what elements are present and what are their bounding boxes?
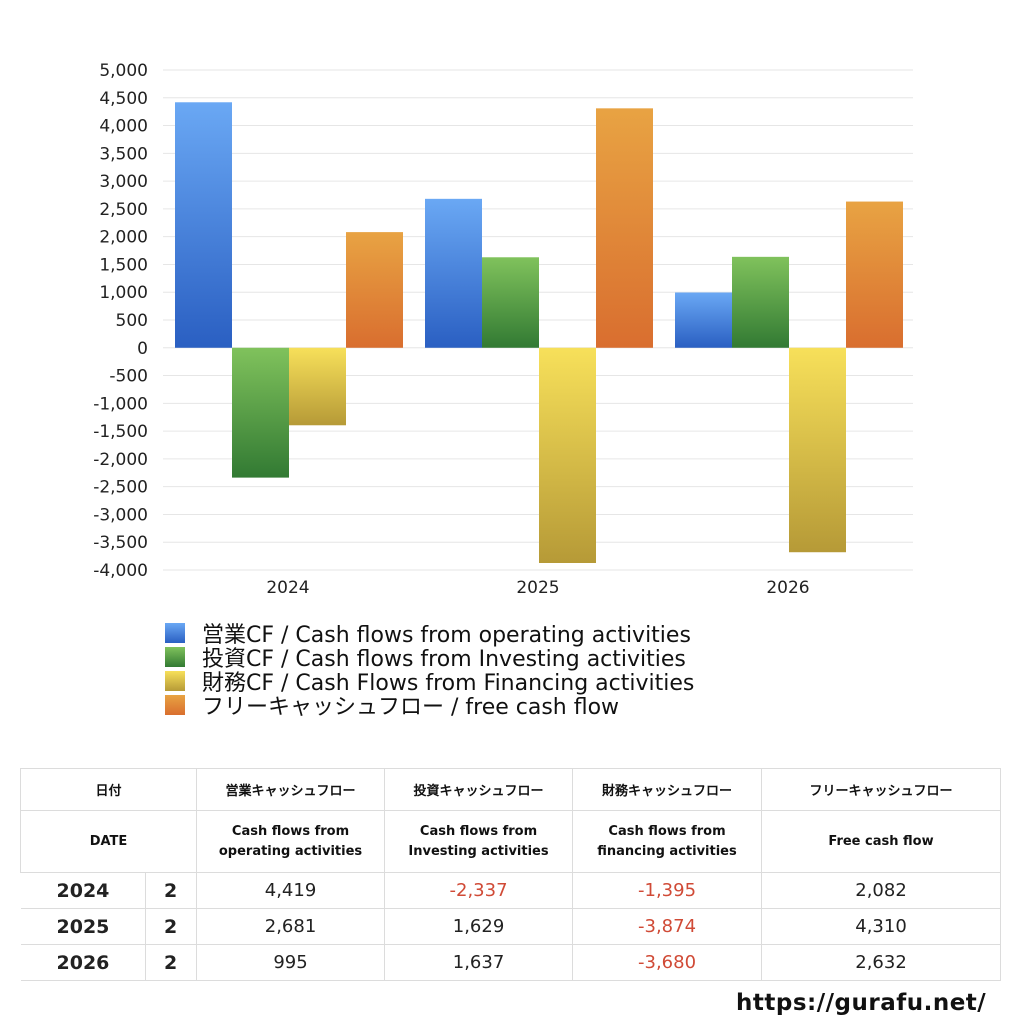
bar-2026-series-1 (732, 256, 789, 348)
bar-2025-series-0 (425, 198, 482, 348)
row-quarter: 2 (144, 944, 198, 981)
header-financing-en: Cash flows from financing activities (572, 810, 763, 873)
legend-swatch-investing (165, 647, 185, 667)
legend-label: 営業CF / Cash flows from operating activit… (202, 623, 691, 648)
row-value: 4,419 (196, 872, 386, 909)
header-line: Cash flows from (231, 823, 350, 839)
x-tick-label: 2025 (516, 578, 559, 598)
table-header-row: 日付 営業キャッシュフロー 投資キャッシュフロー 財務キャッシュフロー フリーキ… (19, 768, 1002, 811)
y-axis-ticks: 5,000 4,500 4,000 3,500 3,000 2,500 2,000 1,500… (93, 61, 148, 581)
header-line: Investing activities (408, 843, 549, 859)
y-tick-label: -1,000 (93, 394, 148, 414)
y-tick-label: -1,500 (93, 422, 148, 442)
legend-label: 財務CF / Cash Flows from Financing activit… (202, 671, 695, 696)
table-row: 2024 2 4,419 -2,337 -1,395 2,082 (20, 872, 1002, 909)
header-operating-ja: 営業キャッシュフロー (196, 768, 386, 811)
table-subheader-row: DATE Cash flows from operating activities… (19, 810, 1002, 873)
header-line: Cash flows from (419, 823, 538, 839)
legend-item-operating: 営業CF / Cash flows from operating activit… (165, 621, 694, 648)
y-tick-label: -3,000 (93, 505, 148, 525)
bar-2024-series-0 (175, 102, 232, 348)
header-date-ja: 日付 (19, 768, 198, 811)
header-free-ja: フリーキャッシュフロー (761, 768, 1002, 811)
bar-2026-series-2 (789, 347, 846, 553)
legend-item-free-cash-flow: フリーキャッシュフロー / free cash flow (165, 693, 694, 720)
row-value: 1,637 (384, 944, 574, 981)
y-tick-label: 1,500 (99, 255, 148, 275)
bar-2024-series-2 (289, 347, 346, 426)
row-value: 2,681 (196, 908, 386, 945)
y-tick-label: 0 (137, 339, 148, 359)
y-tick-label: -2,000 (93, 450, 148, 470)
header-financing-ja: 財務キャッシュフロー (572, 768, 763, 811)
row-value: -3,874 (572, 908, 763, 945)
y-tick-label: 4,500 (99, 89, 148, 109)
bar-2025-series-3 (596, 108, 653, 348)
cash-flow-table: 日付 営業キャッシュフロー 投資キャッシュフロー 財務キャッシュフロー フリーキ… (19, 768, 1002, 981)
y-tick-label: 500 (116, 311, 148, 331)
bar-2025-series-2 (539, 347, 596, 563)
site-url: https://gurafu.net/ (736, 990, 987, 1016)
legend: 営業CF / Cash flows from operating activit… (165, 621, 694, 720)
row-value: -3,680 (572, 944, 763, 981)
legend-swatch-free-cash-flow (165, 695, 185, 715)
x-axis-ticks: 2024 2025 2026 (266, 578, 809, 598)
legend-label: フリーキャッシュフロー / free cash flow (202, 695, 620, 720)
row-quarter: 2 (144, 872, 198, 909)
y-tick-label: 2,500 (99, 200, 148, 220)
bar-2026-series-3 (846, 201, 903, 348)
table-row: 2025 2 2,681 1,629 -3,874 4,310 (20, 908, 1002, 945)
cash-flow-chart: 5,000 4,500 4,000 3,500 3,000 2,500 2,000 1,500… (93, 61, 913, 598)
table-row: 2026 2 995 1,637 -3,680 2,632 (20, 944, 1002, 981)
legend-label: 投資CF / Cash flows from Investing activit… (202, 647, 686, 672)
row-value: -1,395 (572, 872, 763, 909)
y-tick-label: 4,000 (99, 117, 148, 137)
bar-2024-series-1 (232, 347, 289, 478)
bar-2024-series-3 (346, 232, 403, 348)
bars (175, 102, 903, 563)
y-tick-label: 3,000 (99, 172, 148, 192)
x-tick-label: 2024 (266, 578, 309, 598)
row-value: 1,629 (384, 908, 574, 945)
row-year: 2026 (20, 944, 146, 981)
legend-swatch-financing (165, 671, 185, 691)
header-line: operating activities (218, 843, 363, 859)
row-quarter: 2 (144, 908, 198, 945)
row-value: -2,337 (384, 872, 574, 909)
legend-item-investing: 投資CF / Cash flows from Investing activit… (165, 645, 694, 672)
header-investing-en: Cash flows from Investing activities (384, 810, 574, 873)
legend-item-financing: 財務CF / Cash Flows from Financing activit… (165, 669, 694, 696)
bar-2025-series-1 (482, 257, 539, 348)
y-tick-label: 2,000 (99, 228, 148, 248)
header-line: financing activities (597, 843, 737, 859)
y-tick-label: -3,500 (93, 533, 148, 553)
row-value: 2,632 (761, 944, 1002, 981)
header-line: Cash flows from (608, 823, 726, 839)
header-line: Free cash flow (828, 833, 934, 849)
y-tick-label: 5,000 (99, 61, 148, 81)
legend-swatch-operating (165, 623, 185, 643)
row-value: 2,082 (761, 872, 1002, 909)
row-value: 4,310 (761, 908, 1002, 945)
y-tick-label: 3,500 (99, 144, 148, 164)
header-free-en: Free cash flow (761, 810, 1002, 873)
header-date-en: DATE (19, 810, 198, 873)
x-tick-label: 2026 (766, 578, 809, 598)
y-tick-label: -4,000 (93, 561, 148, 581)
bar-2026-series-0 (675, 292, 732, 348)
header-investing-ja: 投資キャッシュフロー (384, 768, 574, 811)
y-tick-label: -500 (109, 367, 148, 387)
row-year: 2024 (20, 872, 146, 909)
header-operating-en: Cash flows from operating activities (196, 810, 386, 873)
y-tick-label: 1,000 (99, 283, 148, 303)
y-tick-label: -2,500 (93, 478, 148, 498)
row-year: 2025 (20, 908, 146, 945)
row-value: 995 (196, 944, 386, 981)
